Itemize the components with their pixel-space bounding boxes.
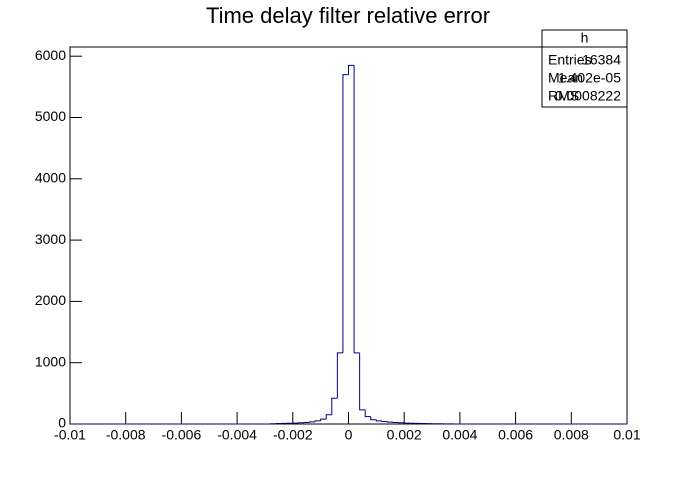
x-tick-label: -0.008 [106,427,146,443]
x-tick-label: 0.008 [554,427,589,443]
x-tick-label: -0.01 [54,427,86,443]
x-tick-label: -0.006 [162,427,202,443]
stats-value: 16384 [582,52,621,68]
x-tick-label: 0.004 [442,427,477,443]
x-tick-label: 0.01 [613,427,640,443]
stats-value: 0.0008222 [555,88,621,104]
histogram-bin [321,419,327,421]
histogram-bin [337,353,343,398]
histogram-bin [315,421,321,422]
histogram-bin [349,65,355,74]
histogram-bin [365,410,371,417]
y-tick-label: 1000 [35,353,66,369]
y-tick-label: 3000 [35,231,66,247]
y-tick-label: 4000 [35,169,66,185]
histogram-bin [360,353,366,410]
histogram-bin [343,75,349,353]
y-tick-label: 6000 [35,47,66,63]
x-tick-label: -0.004 [217,427,257,443]
stats-value: 1.402e-05 [558,70,621,86]
histogram-bin [382,421,388,422]
chart-title: Time delay filter relative error [206,3,490,28]
stats-title: h [581,30,589,46]
y-tick-label: 5000 [35,108,66,124]
y-tick-label: 2000 [35,292,66,308]
histogram-bin [326,415,332,419]
histogram-bin [371,417,377,420]
histogram-bin [354,65,360,353]
x-tick-label: 0.002 [387,427,422,443]
x-tick-label: 0 [345,427,353,443]
x-tick-label: 0.006 [498,427,533,443]
x-tick-label: -0.002 [273,427,313,443]
histogram-bin [376,420,382,421]
histogram-bin [387,422,393,423]
histogram-bin [310,422,316,423]
histogram-bin [332,398,338,415]
